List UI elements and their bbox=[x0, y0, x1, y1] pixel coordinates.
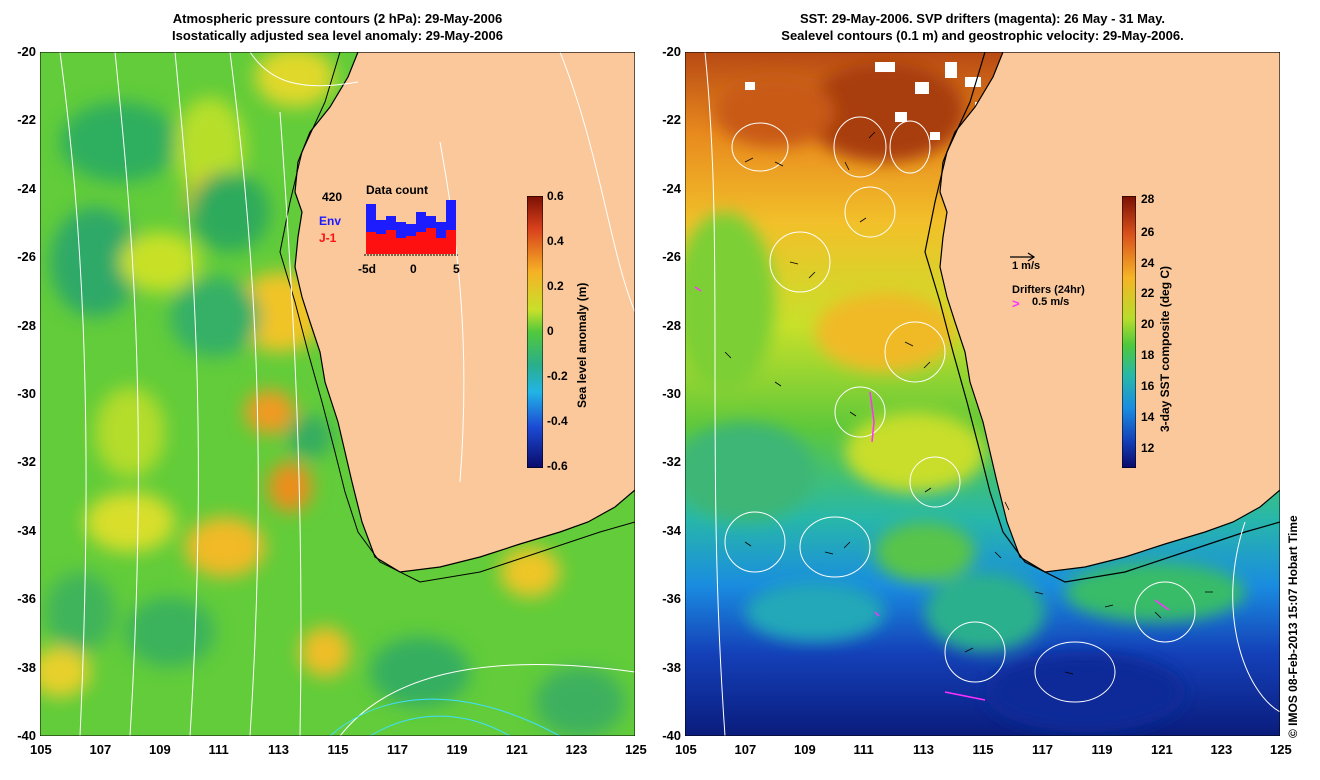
lat-tick-label: -26 bbox=[662, 249, 681, 265]
lat-tick-label: -34 bbox=[17, 522, 36, 538]
lat-tick-label: -26 bbox=[17, 249, 36, 265]
lat-tick-label: -40 bbox=[17, 728, 36, 743]
lon-tick-label: 125 bbox=[1270, 742, 1292, 757]
pressure-contours bbox=[59, 52, 635, 736]
lon-tick-label: 105 bbox=[675, 742, 697, 757]
cbl-tick-1: 0.4 bbox=[547, 234, 564, 248]
lon-tick-label: 111 bbox=[853, 742, 874, 757]
sea-level-colorbar bbox=[527, 196, 543, 468]
cbr-tick-5: 18 bbox=[1141, 348, 1155, 362]
left-map bbox=[40, 52, 635, 736]
velocity-arrows bbox=[724, 131, 1213, 675]
inset-xtick-neg5: -5d bbox=[358, 262, 376, 276]
lon-tick-label: 115 bbox=[972, 742, 994, 757]
lon-tick-label: 109 bbox=[149, 742, 171, 757]
cbr-tick-2: 24 bbox=[1141, 256, 1155, 270]
lat-tick-label: -38 bbox=[662, 659, 681, 675]
right-map bbox=[685, 52, 1280, 736]
left-title: Atmospheric pressure contours (2 hPa): 2… bbox=[40, 10, 635, 44]
scale-arrow bbox=[1010, 252, 1036, 262]
lon-tick-label: 111 bbox=[208, 742, 229, 757]
cbl-tick-3: 0 bbox=[547, 324, 554, 338]
lon-tick-label: 119 bbox=[1091, 742, 1113, 757]
drifter-tracks bbox=[694, 286, 1170, 701]
cbl-tick-2: 0.2 bbox=[547, 279, 564, 293]
cbr-tick-3: 22 bbox=[1141, 286, 1155, 300]
inset-xtick-5: 5 bbox=[453, 262, 460, 276]
right-title-line2: Sealevel contours (0.1 m) and geostrophi… bbox=[781, 28, 1184, 43]
lon-tick-label: 107 bbox=[89, 742, 112, 757]
lon-tick-label: 119 bbox=[446, 742, 468, 757]
inset-xtick-0: 0 bbox=[410, 262, 417, 276]
lat-tick-label: -30 bbox=[17, 386, 36, 401]
lat-tick-label: -32 bbox=[17, 454, 36, 470]
cbr-tick-1: 26 bbox=[1141, 225, 1155, 239]
lon-tick-label: 109 bbox=[794, 742, 816, 757]
anomaly-blobs bbox=[40, 52, 625, 736]
right-title: SST: 29-May-2006. SVP drifters (magenta)… bbox=[685, 10, 1280, 44]
lat-tick-label: -32 bbox=[662, 454, 681, 470]
drifter-marker-icon: > bbox=[1012, 296, 1020, 311]
lat-tick-label: -22 bbox=[662, 112, 681, 128]
sst-colorbar bbox=[1122, 196, 1136, 468]
lon-tick-label: 107 bbox=[734, 742, 757, 757]
lon-tick-label: 121 bbox=[506, 742, 528, 757]
inset-title: Data count bbox=[366, 183, 429, 197]
lat-tick-label: -20 bbox=[17, 44, 36, 59]
shelf-contour bbox=[279, 52, 635, 583]
sealevel-contours bbox=[704, 52, 1280, 736]
lat-tick-label: -28 bbox=[17, 317, 36, 333]
inset-j1-label: J-1 bbox=[319, 231, 337, 245]
lat-tick-label: -30 bbox=[662, 386, 681, 401]
cbr-tick-8: 12 bbox=[1141, 441, 1155, 455]
lon-tick-label: 123 bbox=[565, 742, 588, 757]
scale-label: 1 m/s bbox=[1012, 260, 1041, 272]
cbl-tick-5: -0.4 bbox=[547, 414, 568, 428]
lat-tick-label: -36 bbox=[17, 591, 36, 607]
sst-colorbar-label: 3-day SST composite (deg C) bbox=[1158, 265, 1172, 432]
j1-bars bbox=[366, 228, 456, 254]
sea-level-colorbar-label: Sea level anomaly (m) bbox=[575, 282, 589, 408]
lon-tick-label: 125 bbox=[625, 742, 647, 757]
lon-tick-label: 117 bbox=[387, 742, 408, 757]
inset-count: 420 bbox=[322, 190, 343, 204]
lon-tick-label: 115 bbox=[327, 742, 349, 757]
lon-tick-label: 113 bbox=[268, 742, 289, 757]
lon-tick-label: 123 bbox=[1210, 742, 1233, 757]
drifters-speed: 0.5 m/s bbox=[1032, 296, 1070, 308]
inset-histogram bbox=[364, 200, 458, 256]
lat-tick-label: -24 bbox=[17, 180, 36, 196]
drifters-label: Drifters (24hr) bbox=[1012, 284, 1085, 296]
inset-env-label: Env bbox=[319, 214, 342, 228]
lat-tick-label: -36 bbox=[662, 591, 681, 607]
lat-tick-label: -20 bbox=[662, 44, 681, 59]
left-title-line2: Isostatically adjusted sea level anomaly… bbox=[172, 28, 503, 43]
left-title-line1: Atmospheric pressure contours (2 hPa): 2… bbox=[172, 11, 503, 26]
lat-tick-label: -40 bbox=[662, 728, 681, 743]
cbr-tick-6: 16 bbox=[1141, 379, 1155, 393]
lat-tick-label: -28 bbox=[662, 317, 681, 333]
cbr-tick-4: 20 bbox=[1141, 317, 1155, 331]
cyan-contours bbox=[329, 698, 561, 736]
lon-tick-label: 117 bbox=[1032, 742, 1053, 757]
lon-tick-label: 105 bbox=[30, 742, 52, 757]
right-title-line1: SST: 29-May-2006. SVP drifters (magenta)… bbox=[799, 11, 1166, 26]
credit-text: © IMOS 08-Feb-2013 15:07 Hobart Time bbox=[1286, 515, 1300, 738]
cbr-tick-7: 14 bbox=[1141, 410, 1155, 424]
lon-tick-label: 121 bbox=[1151, 742, 1173, 757]
lat-tick-label: -34 bbox=[662, 522, 681, 538]
lat-tick-label: -22 bbox=[17, 112, 36, 128]
cbl-tick-4: -0.2 bbox=[547, 369, 568, 383]
shelf-contour-sst bbox=[924, 52, 1280, 583]
cbr-tick-0: 28 bbox=[1141, 192, 1155, 206]
cbl-tick-6: -0.6 bbox=[547, 459, 568, 473]
lon-tick-label: 113 bbox=[913, 742, 934, 757]
lat-tick-label: -38 bbox=[17, 659, 36, 675]
lat-tick-label: -24 bbox=[662, 180, 681, 196]
cbl-tick-0: 0.6 bbox=[547, 189, 564, 203]
